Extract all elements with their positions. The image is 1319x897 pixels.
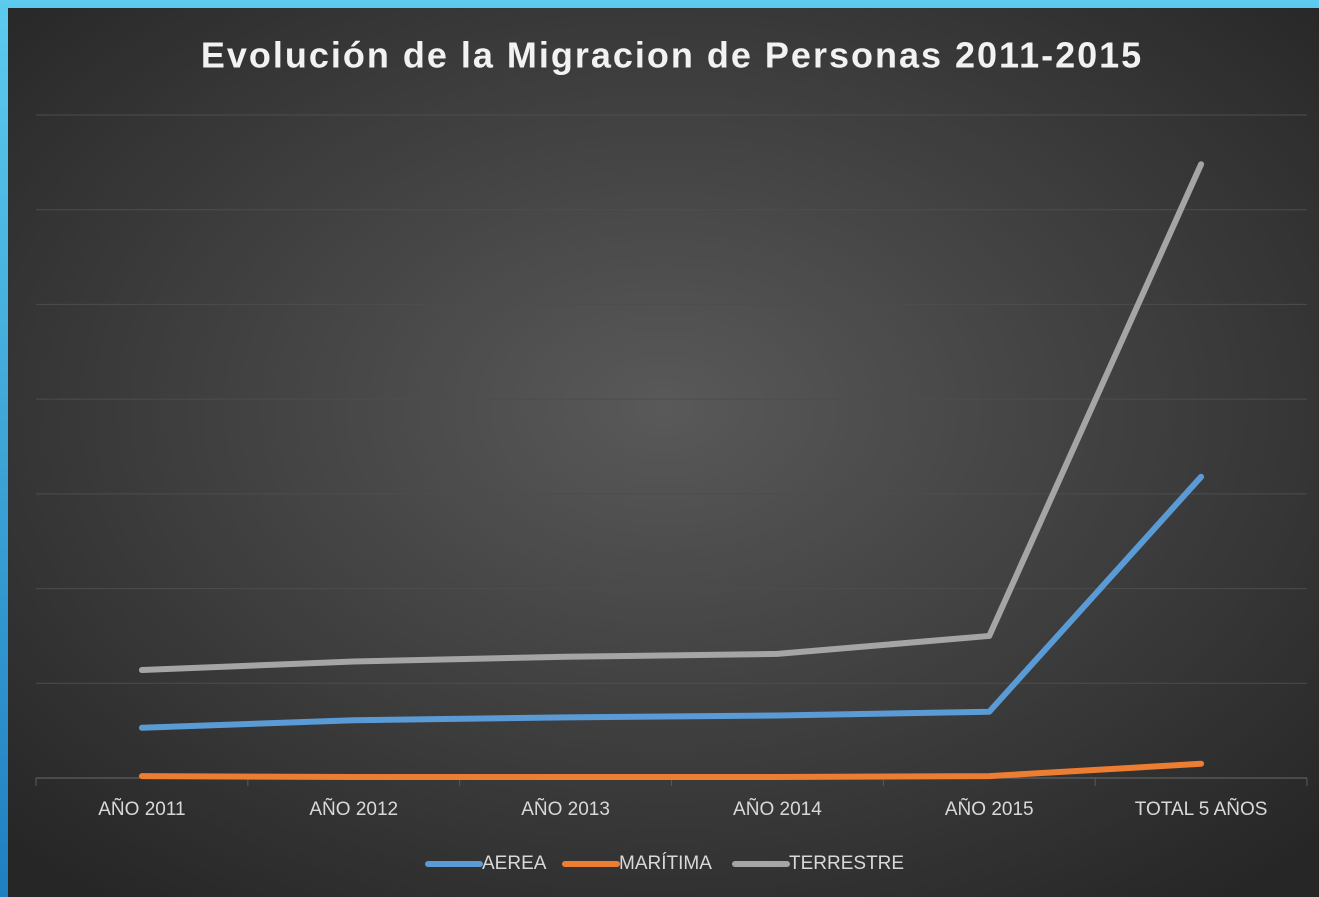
legend-label: TERRESTRE	[789, 853, 904, 874]
x-tick-label: AÑO 2012	[309, 798, 398, 820]
x-tick-label: AÑO 2014	[733, 798, 822, 820]
series-line	[138, 760, 1205, 781]
series-line	[138, 161, 1205, 674]
plot-background	[8, 8, 1319, 897]
series-line	[138, 473, 1205, 731]
x-tick-label: TOTAL 5 AÑOS	[1135, 798, 1268, 820]
legend-label: MARÍTIMA	[619, 853, 712, 874]
x-tick-label: AÑO 2015	[945, 798, 1034, 820]
x-tick-label: AÑO 2011	[98, 798, 185, 820]
legend-label: AEREA	[482, 853, 547, 874]
chart-title: Evolución de la Migracion de Personas 20…	[201, 35, 1143, 76]
x-tick-label: AÑO 2013	[521, 798, 610, 820]
